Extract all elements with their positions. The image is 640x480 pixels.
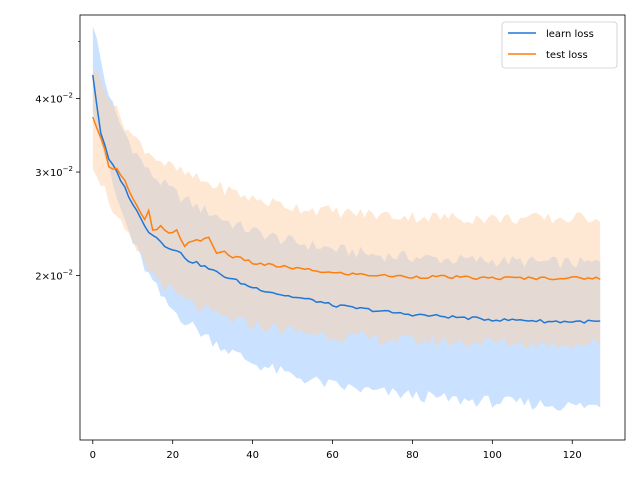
y-axis: 2×10−2 3×10−2 4×10−2 (35, 41, 80, 283)
y-tick-label: 2×10−2 (35, 269, 73, 283)
line-test-loss (92, 116, 601, 281)
x-tick-label: 40 (246, 450, 259, 461)
legend-label: learn loss (546, 29, 594, 40)
y-tick-label: 3×10−2 (35, 165, 73, 179)
line-learn-loss (92, 74, 601, 324)
x-tick-label: 80 (406, 450, 419, 461)
x-tick-label: 60 (326, 450, 339, 461)
bands-layer (92, 26, 601, 411)
lines-layer (92, 74, 601, 324)
x-axis: 0 20 40 60 80 100 120 (90, 440, 582, 461)
plot-frame (79, 14, 626, 441)
x-tick-label: 120 (563, 450, 582, 461)
legend: learn loss test loss (501, 21, 618, 69)
x-tick-label: 20 (166, 450, 179, 461)
x-tick-label: 0 (90, 450, 96, 461)
legend-label: test loss (546, 50, 588, 61)
x-tick-label: 100 (483, 450, 502, 461)
y-tick-label: 4×10−2 (35, 92, 73, 106)
band-test-loss (92, 70, 601, 350)
